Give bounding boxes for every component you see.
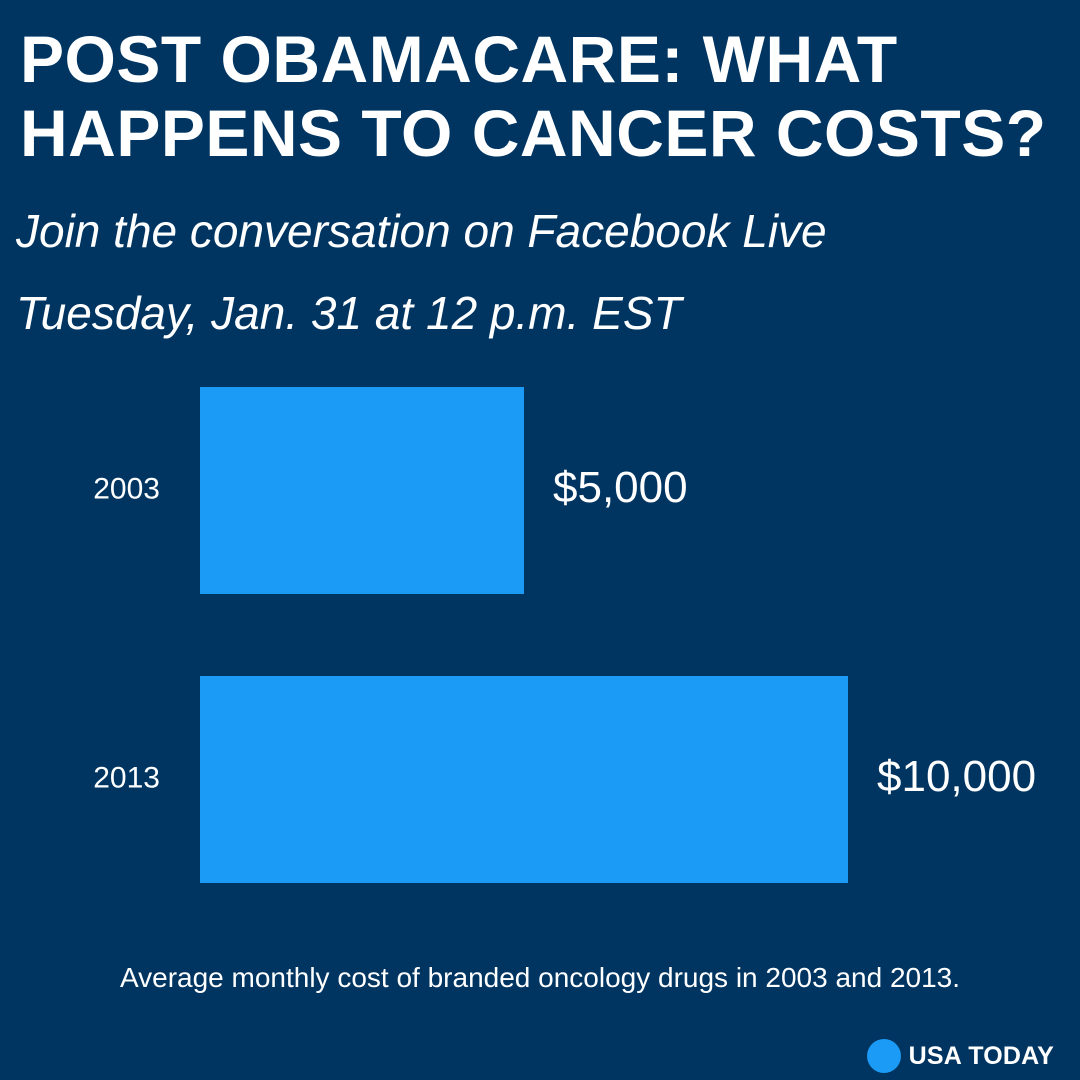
chart-caption: Average monthly cost of branded oncology… bbox=[119, 962, 961, 993]
event-subtitle: Join the conversation on Facebook Live T… bbox=[16, 190, 1076, 354]
headline-line-2: HAPPENS TO CANCER COSTS? bbox=[20, 96, 1047, 170]
usa-today-logo: USA TODAY bbox=[866, 1038, 1054, 1074]
headline-line-1: POST OBAMACARE: WHAT bbox=[20, 22, 898, 96]
subtitle-line-2: Tuesday, Jan. 31 at 12 p.m. EST bbox=[16, 287, 682, 339]
category-label-2003: 2003 bbox=[93, 472, 160, 505]
value-label-2003: $5,000 bbox=[553, 463, 688, 512]
bar-2003 bbox=[200, 387, 524, 594]
category-label-2013: 2013 bbox=[93, 761, 160, 794]
headline: POST OBAMACARE: WHAT HAPPENS TO CANCER C… bbox=[20, 22, 1070, 170]
bar-2013 bbox=[200, 676, 848, 883]
brand-name: USA TODAY bbox=[908, 1042, 1054, 1070]
value-label-2013: $10,000 bbox=[877, 752, 1036, 801]
subtitle-line-1: Join the conversation on Facebook Live bbox=[16, 205, 827, 257]
brand-dot-icon bbox=[866, 1039, 901, 1073]
bar-chart: 2003 $5,000 2013 $10,000 bbox=[93, 387, 1036, 883]
